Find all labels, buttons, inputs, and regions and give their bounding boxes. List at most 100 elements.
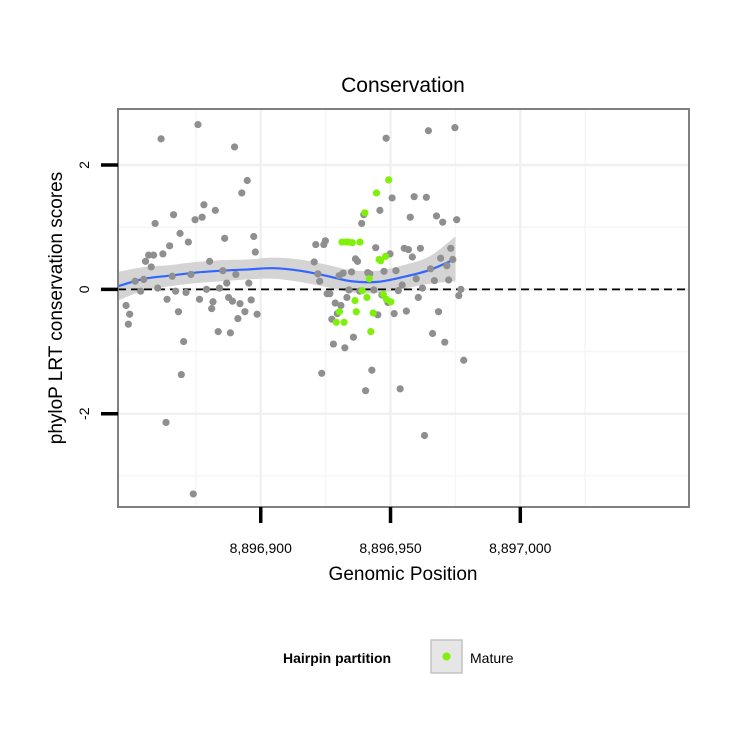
point (140, 275, 148, 283)
plot-border (117, 108, 690, 508)
point (124, 320, 132, 328)
point (247, 296, 255, 304)
point-mature (332, 318, 340, 326)
point-mature (356, 238, 364, 246)
point (214, 328, 222, 336)
point (329, 340, 338, 348)
point (145, 251, 153, 259)
point (316, 277, 324, 285)
point-mature (340, 318, 348, 326)
x-tick-label: 8,896,900 (230, 540, 292, 556)
point-mature (351, 296, 359, 305)
y-axis: -2 0 2 (76, 161, 118, 420)
point-mature (365, 275, 373, 283)
point (174, 308, 183, 316)
point (453, 216, 461, 224)
point (182, 288, 190, 297)
point (426, 265, 435, 273)
point (447, 244, 455, 252)
point (180, 337, 188, 346)
point (380, 267, 388, 275)
point (172, 287, 180, 295)
y-tick-label: -2 (76, 407, 92, 420)
legend-mature-marker (442, 652, 451, 661)
point-mature (372, 189, 381, 197)
point (414, 293, 422, 302)
point (126, 310, 134, 318)
point (402, 307, 410, 315)
point (343, 293, 351, 302)
point (349, 333, 358, 341)
point (404, 245, 413, 254)
point (184, 238, 192, 246)
point (362, 387, 370, 395)
point (341, 344, 349, 352)
point (189, 490, 197, 498)
point (390, 309, 398, 318)
point (162, 418, 170, 427)
data-points (122, 120, 468, 498)
point (416, 244, 424, 252)
point (206, 257, 214, 265)
point (424, 127, 433, 135)
point (455, 291, 463, 300)
point (157, 135, 165, 143)
point-mature (363, 293, 371, 302)
point (432, 212, 441, 220)
point (339, 269, 347, 277)
point (418, 284, 427, 292)
point (122, 301, 130, 310)
point (422, 193, 430, 201)
point (195, 295, 204, 303)
point (141, 257, 150, 265)
point (200, 201, 208, 209)
point (234, 314, 242, 323)
point (345, 286, 353, 294)
point (211, 206, 219, 214)
point (388, 194, 396, 202)
point-mature (358, 286, 366, 295)
point (209, 298, 217, 306)
point (187, 270, 195, 279)
y-axis-label: phyloP LRT conservation scores (46, 172, 67, 445)
x-axis-label: Genomic Position (329, 564, 478, 585)
point (230, 143, 239, 151)
x-tick-label: 8,897,000 (489, 540, 551, 556)
point (392, 267, 400, 275)
point-mature (369, 309, 377, 317)
point (437, 254, 445, 262)
point (147, 263, 155, 271)
point (372, 244, 380, 252)
point (312, 240, 320, 249)
point (353, 257, 362, 265)
point (221, 234, 229, 242)
point (430, 277, 438, 285)
point (434, 308, 443, 316)
legend-title: Hairpin partition (283, 650, 391, 666)
point (245, 279, 253, 287)
point (310, 258, 318, 266)
legend-key (430, 639, 463, 674)
legend-entry-mature: Mature (470, 650, 514, 666)
point-mature (361, 209, 369, 217)
point (443, 262, 451, 270)
point (321, 237, 329, 245)
point (347, 268, 356, 276)
point-mature (385, 176, 393, 184)
point (358, 219, 366, 228)
point (408, 253, 416, 261)
point (166, 242, 174, 250)
chart-title: Conservation (341, 74, 465, 97)
point (232, 270, 240, 279)
point-mature (348, 239, 356, 247)
point (253, 310, 261, 318)
point (439, 218, 447, 226)
point (394, 286, 402, 295)
point (331, 299, 339, 307)
point (215, 284, 224, 292)
point (326, 290, 334, 298)
point (412, 275, 420, 283)
point (238, 189, 246, 197)
point (251, 248, 259, 256)
point (219, 267, 227, 275)
